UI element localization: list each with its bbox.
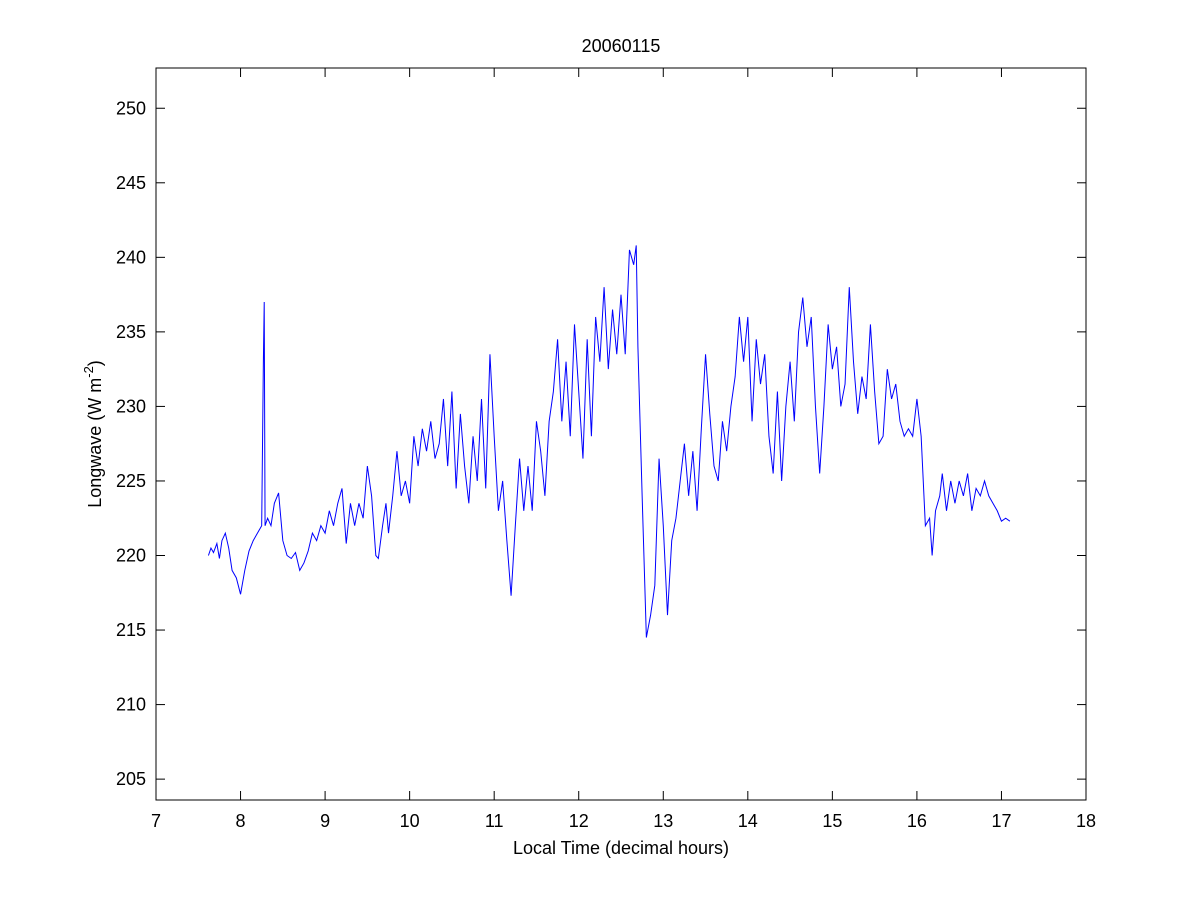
y-label-sup: -2 bbox=[81, 366, 96, 378]
y-axis-label: Longwave (W m-2) bbox=[81, 360, 105, 508]
x-tick-label: 7 bbox=[151, 811, 161, 831]
chart-title: 20060115 bbox=[582, 36, 661, 56]
x-tick-label: 8 bbox=[236, 811, 246, 831]
x-axis-label: Local Time (decimal hours) bbox=[513, 838, 729, 858]
y-tick-label: 235 bbox=[116, 322, 146, 342]
y-tick-label: 205 bbox=[116, 769, 146, 789]
x-tick-label: 14 bbox=[738, 811, 758, 831]
y-tick-label: 210 bbox=[116, 695, 146, 715]
x-tick-label: 18 bbox=[1076, 811, 1096, 831]
x-tick-label: 15 bbox=[822, 811, 842, 831]
y-label-main: Longwave (W m bbox=[85, 378, 105, 508]
x-tick-label: 11 bbox=[485, 811, 504, 831]
x-tick-label: 16 bbox=[907, 811, 927, 831]
y-tick-label: 240 bbox=[116, 247, 146, 267]
plot-area bbox=[155, 67, 1087, 801]
y-tick-label: 215 bbox=[116, 620, 146, 640]
y-tick-label: 225 bbox=[116, 471, 146, 491]
y-label-end: ) bbox=[85, 360, 105, 366]
y-tick-label: 230 bbox=[116, 396, 146, 416]
x-tick-label: 12 bbox=[569, 811, 589, 831]
y-tick-label: 250 bbox=[116, 98, 146, 118]
x-tick-label: 10 bbox=[400, 811, 420, 831]
data-line bbox=[207, 245, 1011, 638]
x-tick-label: 17 bbox=[991, 811, 1011, 831]
y-tick-label: 245 bbox=[116, 173, 146, 193]
x-tick-label: 13 bbox=[653, 811, 673, 831]
x-tick-label: 9 bbox=[320, 811, 330, 831]
y-tick-label: 220 bbox=[116, 546, 146, 566]
